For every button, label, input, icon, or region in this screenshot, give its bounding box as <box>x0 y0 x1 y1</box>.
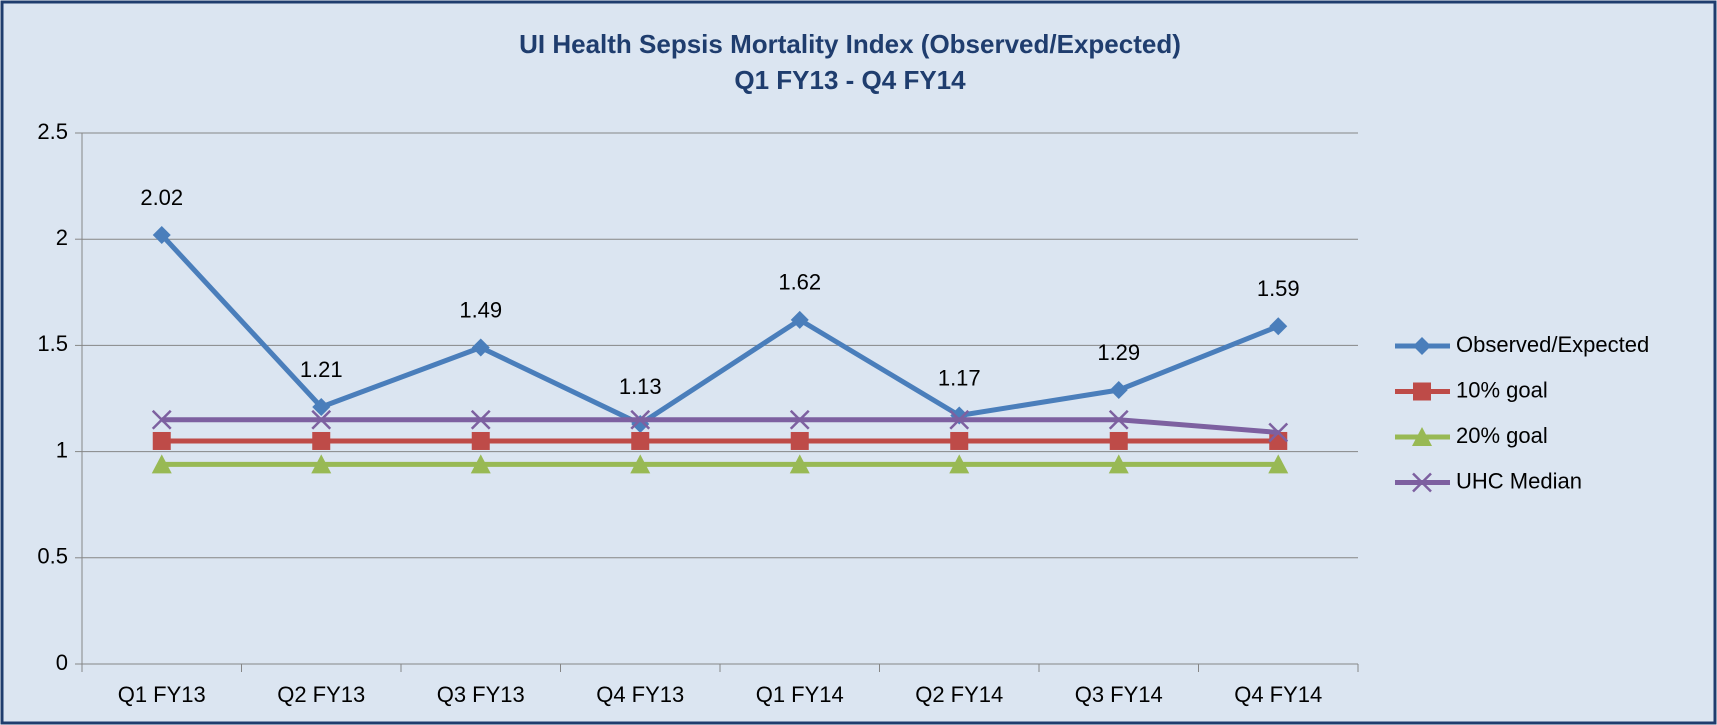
data-point <box>631 431 650 450</box>
x-tick-label: Q1 FY14 <box>756 682 844 707</box>
series-line <box>159 233 1280 427</box>
data-point <box>630 454 651 474</box>
chart-title: UI Health Sepsis Mortality Index (Observ… <box>519 29 1181 59</box>
legend-label: 10% goal <box>1456 377 1548 402</box>
data-point <box>471 431 490 450</box>
legend-marker <box>1413 382 1431 401</box>
legend-label: UHC Median <box>1456 468 1582 493</box>
data-point <box>789 454 810 474</box>
y-tick-label: 0.5 <box>37 544 68 569</box>
x-tick-label: Q3 FY14 <box>1075 682 1163 707</box>
data-point <box>1268 454 1289 474</box>
data-label: 2.02 <box>140 185 183 210</box>
data-point <box>1108 454 1129 474</box>
data-point <box>789 409 810 430</box>
legend-marker <box>1412 427 1432 446</box>
x-tick-label: Q4 FY13 <box>596 682 684 707</box>
data-point <box>151 454 172 474</box>
data-point <box>949 409 970 430</box>
chart-subtitle: Q1 FY13 - Q4 FY14 <box>734 65 966 95</box>
data-point <box>151 409 172 430</box>
data-point <box>1269 431 1288 450</box>
y-tick-label: 0 <box>56 650 68 675</box>
data-point <box>790 310 809 329</box>
data-point <box>1108 409 1129 430</box>
data-label: 1.13 <box>619 374 662 399</box>
legend-label: 20% goal <box>1456 423 1548 448</box>
data-point <box>790 431 809 450</box>
x-tick-label: Q4 FY14 <box>1234 682 1322 707</box>
data-point <box>1269 317 1288 336</box>
data-point <box>950 431 969 450</box>
x-tick-label: Q2 FY14 <box>915 682 1003 707</box>
data-label: 1.49 <box>459 297 502 322</box>
data-point <box>1109 431 1128 450</box>
data-point <box>152 431 171 450</box>
data-label: 1.21 <box>300 357 343 382</box>
data-point <box>949 454 970 474</box>
data-point <box>471 338 490 357</box>
data-point <box>311 409 332 430</box>
data-point <box>152 225 171 244</box>
data-point <box>470 454 491 474</box>
y-tick-label: 2.5 <box>37 119 68 144</box>
x-tick-label: Q3 FY13 <box>437 682 525 707</box>
data-point <box>470 409 491 430</box>
data-label: 1.62 <box>778 270 821 295</box>
legend-label: Observed/Expected <box>1456 332 1649 357</box>
data-label: 1.59 <box>1257 276 1300 301</box>
data-point <box>1109 381 1128 400</box>
data-point <box>311 454 332 474</box>
data-point <box>312 397 331 416</box>
data-label: 1.29 <box>1097 340 1140 365</box>
data-point <box>1268 422 1289 443</box>
x-tick-label: Q1 FY13 <box>118 682 206 707</box>
data-label: 1.17 <box>938 365 981 390</box>
y-tick-label: 1.5 <box>37 331 68 356</box>
y-tick-label: 1 <box>56 437 68 462</box>
data-point <box>312 431 331 450</box>
series-line <box>161 417 1279 435</box>
x-tick-label: Q2 FY13 <box>277 682 365 707</box>
legend-marker <box>1412 472 1432 493</box>
y-tick-label: 2 <box>56 225 68 250</box>
legend-marker <box>1413 337 1431 355</box>
data-point <box>630 409 651 430</box>
